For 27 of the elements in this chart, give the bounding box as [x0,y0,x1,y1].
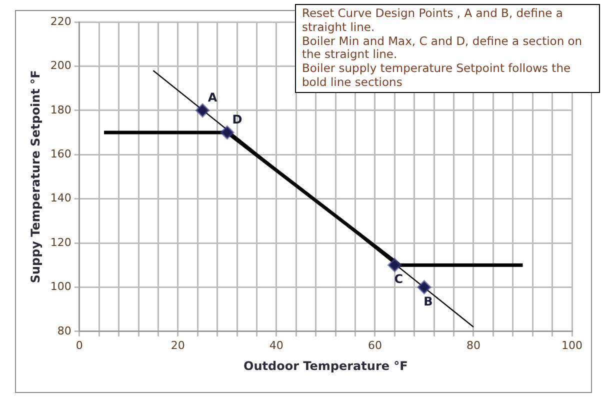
x-tick-label: 0 [76,338,83,352]
x-tick-label: 60 [368,338,382,352]
x-tick-label: 20 [170,338,185,352]
annotation: B [424,294,433,308]
y-tick-label: 120 [50,236,72,249]
point [388,258,402,272]
y-tick-label: 100 [50,280,72,294]
x-tick-label: 40 [269,338,284,352]
annotation: Boiler Min and Max, C and D, define a section on the straignt line. [302,34,584,62]
x-tick-label: 100 [562,338,582,352]
y-tick-label: 80 [57,324,72,338]
annotation: Boiler supply temperature Setpoint follows the bold line sections [302,61,572,90]
point [196,103,210,118]
x-tick-label: 80 [466,338,480,352]
annotation: Reset Curve Design Points , A and B, define a straight line. [302,6,564,35]
x-axis-title: Outdoor Temperature °F [244,358,408,373]
y-axis-title: Suppy Temperature Setpoint °F [28,70,42,284]
y-tick-label: 220 [50,14,72,28]
y-tick-label: 140 [50,192,72,205]
y-tick-label: 180 [50,103,72,116]
y-tick-label: 200 [50,59,72,72]
annotation: D [232,112,242,127]
point [220,126,234,140]
annotation: C [394,272,404,286]
point [417,280,432,294]
annotation: A [208,90,218,105]
y-tick-label: 160 [50,147,72,160]
